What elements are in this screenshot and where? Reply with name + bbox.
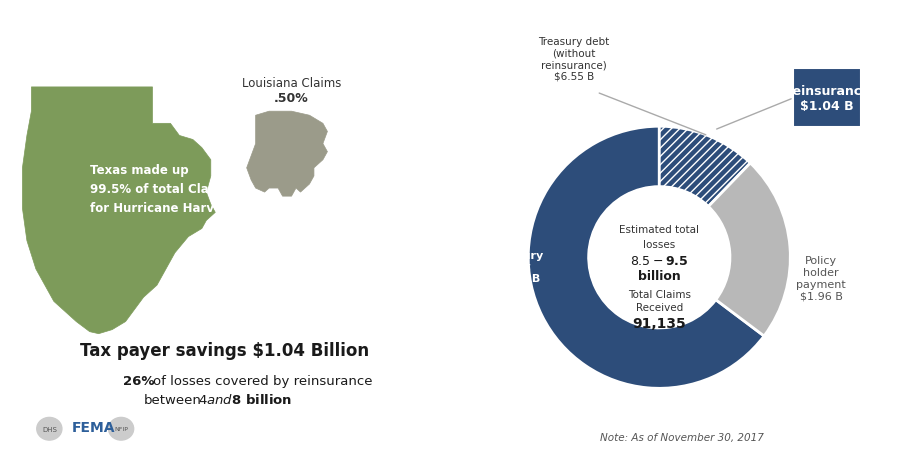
Text: FEMA: FEMA bbox=[72, 420, 115, 434]
Polygon shape bbox=[247, 112, 327, 197]
Text: billion: billion bbox=[638, 269, 681, 282]
Text: Total Claims: Total Claims bbox=[628, 289, 691, 299]
Text: $4 and $8 billion: $4 and $8 billion bbox=[198, 392, 292, 406]
Text: 26%: 26% bbox=[123, 374, 155, 387]
Circle shape bbox=[109, 418, 134, 440]
Text: Estimated total: Estimated total bbox=[619, 224, 700, 234]
Text: NFIP: NFIP bbox=[114, 426, 128, 431]
Circle shape bbox=[37, 418, 62, 440]
Text: Note: As of November 30, 2017: Note: As of November 30, 2017 bbox=[600, 433, 764, 442]
Text: Louisiana Claims: Louisiana Claims bbox=[242, 77, 341, 90]
Text: 91,135: 91,135 bbox=[632, 317, 686, 331]
Text: Treasury
debt
$5.51 B: Treasury debt $5.51 B bbox=[490, 250, 544, 283]
Text: .50%: .50% bbox=[274, 91, 309, 104]
Circle shape bbox=[588, 187, 730, 328]
FancyBboxPatch shape bbox=[793, 69, 861, 128]
Wedge shape bbox=[709, 164, 790, 336]
Text: between: between bbox=[144, 393, 202, 406]
Text: Impact of Reinsurance on Hurricane Harvey Losses: Impact of Reinsurance on Hurricane Harve… bbox=[168, 14, 729, 33]
Text: Treasury debt
(without
reinsurance)
$6.55 B: Treasury debt (without reinsurance) $6.5… bbox=[538, 37, 609, 82]
Polygon shape bbox=[22, 87, 215, 334]
Text: DHS: DHS bbox=[42, 426, 57, 432]
Text: Policy
holder
payment
$1.96 B: Policy holder payment $1.96 B bbox=[797, 256, 846, 300]
Text: Tax payer savings $1.04 Billion: Tax payer savings $1.04 Billion bbox=[80, 341, 369, 359]
Text: losses: losses bbox=[643, 239, 675, 249]
Text: of losses covered by reinsurance: of losses covered by reinsurance bbox=[153, 374, 373, 387]
Text: Reinsurance
$1.04 B: Reinsurance $1.04 B bbox=[783, 84, 870, 112]
Text: Texas made up
99.5% of total Claims
for Hurricane Harvey: Texas made up 99.5% of total Claims for … bbox=[90, 163, 231, 214]
Wedge shape bbox=[528, 127, 764, 388]
Wedge shape bbox=[659, 127, 750, 207]
Text: Received: Received bbox=[636, 303, 683, 313]
Text: $8.5 - $9.5: $8.5 - $9.5 bbox=[630, 255, 689, 267]
